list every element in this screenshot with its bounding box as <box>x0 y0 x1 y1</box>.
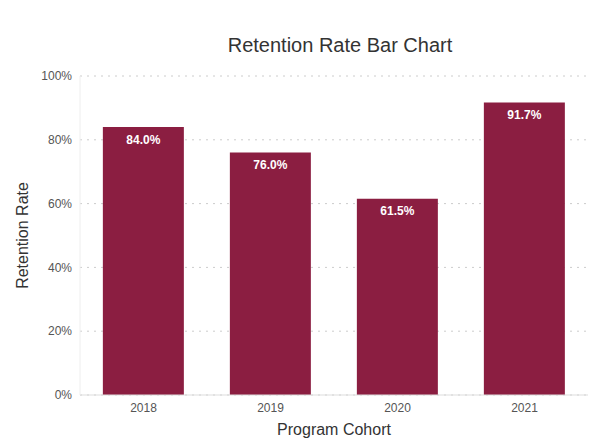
html-text:Retention Rate Bar Chart: Retention Rate Bar Chart <box>227 34 453 56</box>
svg-text:100%: 100% <box>41 69 72 83</box>
svg-text:2020: 2020 <box>384 401 411 415</box>
svg-text:Retention Rate: Retention Rate <box>14 182 31 289</box>
svg-text:20%: 20% <box>48 324 72 338</box>
svg-text:2019: 2019 <box>257 401 284 415</box>
svg-text:2021: 2021 <box>511 401 538 415</box>
svg-text:40%: 40% <box>48 261 72 275</box>
svg-text:2018: 2018 <box>130 401 157 415</box>
svg-text:84.0%: 84.0% <box>126 133 160 147</box>
svg-text:60%: 60% <box>48 197 72 211</box>
svg-text:76.0%: 76.0% <box>253 158 287 172</box>
svg-text:0%: 0% <box>55 388 73 402</box>
svg-text:61.5%: 61.5% <box>380 204 414 218</box>
svg-text:Program Cohort: Program Cohort <box>277 421 391 438</box>
svg-text:80%: 80% <box>48 133 72 147</box>
svg-text:91.7%: 91.7% <box>507 108 541 122</box>
